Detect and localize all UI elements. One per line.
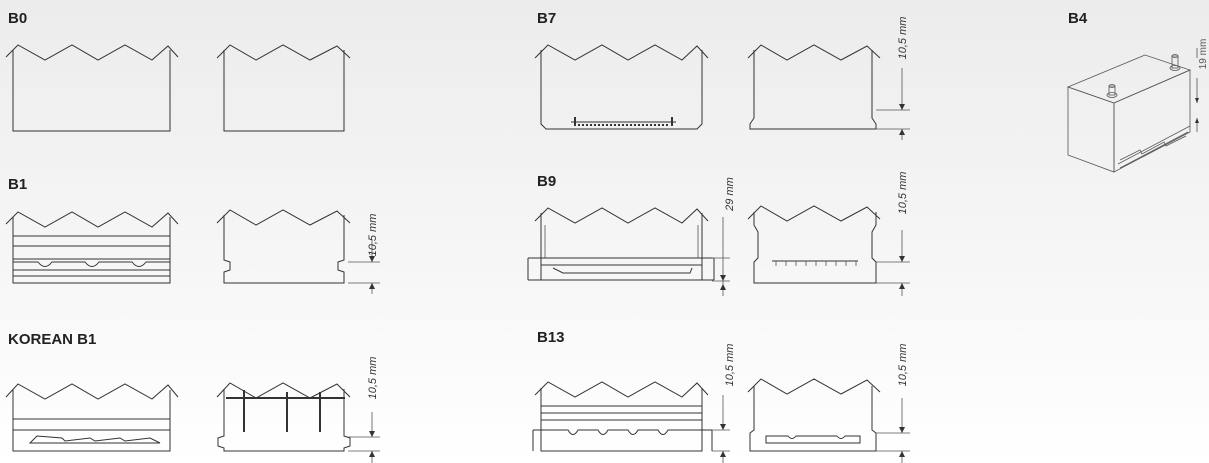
- b4-dimension-callout: [1195, 48, 1199, 132]
- b9-height-callout: [712, 217, 730, 296]
- label-b13: B13: [537, 329, 565, 346]
- b13-front-dimension-callout: [712, 395, 730, 463]
- korean-b1-dimension-label: 10,5 mm: [367, 357, 379, 400]
- b9-front-view: [527, 207, 715, 281]
- b13-front-view: [532, 381, 713, 452]
- b4-dimension-label: 19 mm: [1198, 39, 1209, 70]
- b9-side-view: [747, 205, 881, 284]
- b1-side-view: [216, 209, 351, 284]
- b9-dimension-label: 10,5 mm: [897, 172, 909, 215]
- b13-side-view: [747, 378, 881, 452]
- b1-front-view: [5, 211, 179, 284]
- b13-side-dimension-callout: [876, 398, 910, 463]
- korean-b1-front-view: [5, 383, 179, 452]
- b7-dimension-callout: [876, 68, 910, 140]
- b4-isometric-battery: [1066, 54, 1192, 173]
- b1-dimension-callout: [348, 240, 380, 294]
- b7-side-view: [747, 44, 881, 130]
- b0-front-view: [5, 44, 179, 132]
- label-b9: B9: [537, 173, 556, 190]
- label-b1: B1: [8, 176, 27, 193]
- korean-b1-side-view: [216, 382, 351, 452]
- b9-height-label: 29 mm: [724, 177, 736, 212]
- label-korean-b1: KOREAN B1: [8, 331, 96, 348]
- label-b7: B7: [537, 10, 556, 27]
- b13-side-dimension-label: 10,5 mm: [897, 344, 909, 387]
- b9-dimension-callout: [876, 230, 910, 296]
- label-b0: B0: [8, 10, 27, 27]
- korean-b1-dimension-callout: [348, 412, 380, 463]
- label-b4: B4: [1068, 10, 1088, 27]
- b0-side-view: [216, 44, 351, 132]
- b7-front-view: [534, 44, 709, 130]
- b1-dimension-label: 10,5 mm: [367, 214, 379, 257]
- b7-dimension-label: 10,5 mm: [897, 17, 909, 60]
- b13-front-dimension-label: 10,5 mm: [724, 344, 736, 387]
